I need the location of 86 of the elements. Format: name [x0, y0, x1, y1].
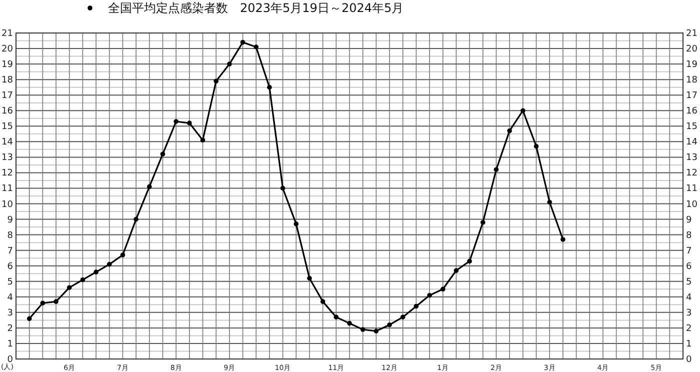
- point: [374, 328, 379, 334]
- point: [494, 167, 499, 172]
- y2-tick-label: 13: [686, 153, 698, 164]
- y-tick-label: 10: [2, 200, 14, 210]
- point: [254, 44, 259, 50]
- y-tick-label: 12: [2, 168, 13, 179]
- point: [334, 314, 339, 320]
- y-tick-label: 18: [2, 76, 14, 86]
- y2-tick-label: 18: [686, 76, 698, 86]
- y2-tick-label: 21: [686, 29, 698, 39]
- point: [120, 252, 126, 258]
- point: [267, 84, 272, 90]
- y-tick-label: 9: [7, 215, 14, 226]
- point: [520, 108, 526, 114]
- y2-tick-label: 17: [686, 91, 698, 102]
- point: [26, 316, 32, 322]
- point: [414, 304, 419, 309]
- y-tick-label: 20: [2, 44, 14, 55]
- y2-tick-label: 15: [686, 122, 698, 132]
- y2-tick-label: 12: [686, 168, 698, 179]
- point: [454, 268, 459, 273]
- point: [80, 277, 86, 282]
- point: [106, 262, 112, 267]
- point: [440, 286, 446, 292]
- point: [400, 314, 406, 320]
- point: [94, 270, 98, 274]
- point: [40, 300, 46, 306]
- y-tick-label: 2: [7, 324, 13, 334]
- point: [54, 299, 58, 304]
- point: [360, 327, 366, 332]
- y2-tick-label: 0: [686, 355, 692, 365]
- point: [240, 40, 246, 45]
- y-tick-label: 21: [2, 29, 13, 39]
- y2-tick-label: 20: [686, 44, 698, 55]
- y2-tick-label: 2: [686, 324, 692, 334]
- y-tick-label: 8: [7, 230, 14, 241]
- y-tick-label: 5: [7, 277, 13, 288]
- y2-tick-label: 10: [686, 200, 698, 210]
- point: [227, 62, 232, 66]
- point: [320, 299, 326, 304]
- point: [66, 285, 72, 290]
- point: [307, 276, 312, 281]
- point: [507, 128, 512, 134]
- point: [387, 322, 392, 328]
- legend: 全国平均定点感染者数 2023年5月19日～2024年5月: [88, 1, 404, 15]
- point: [174, 119, 178, 124]
- point: [347, 320, 352, 326]
- y-tick-label: 7: [7, 246, 13, 256]
- y-tick-label: 0: [7, 355, 14, 365]
- point: [214, 78, 218, 84]
- point: [560, 237, 566, 242]
- y2-tick-label: 14: [686, 138, 698, 148]
- y2-tick-label: 4: [686, 292, 692, 303]
- point: [280, 186, 286, 191]
- point: [294, 222, 299, 226]
- y-tick-label: 3: [7, 308, 13, 318]
- point: [467, 258, 472, 264]
- y2-tick-label: 11: [686, 184, 698, 194]
- y-tick-label: 13: [2, 153, 13, 164]
- point: [427, 292, 432, 298]
- y-tick-label: 4: [7, 292, 14, 303]
- point: [480, 220, 486, 225]
- y2-tick-label: 6: [686, 262, 692, 272]
- point: [187, 120, 192, 126]
- point: [160, 152, 166, 156]
- y-tick-label: 14: [2, 138, 14, 148]
- y-tick-label: 17: [2, 91, 13, 102]
- y-tick-label: 1: [7, 339, 13, 350]
- y-tick-label: 19: [2, 60, 14, 70]
- y-tick-label: 16: [2, 106, 14, 117]
- y-tick-label: 15: [2, 122, 13, 132]
- y2-tick-label: 16: [686, 106, 698, 117]
- point: [200, 138, 206, 143]
- y2-tick-label: 1: [686, 339, 692, 350]
- point: [547, 200, 552, 205]
- y-tick-label: 6: [7, 262, 14, 272]
- point: [147, 184, 152, 190]
- y-tick-label: 11: [2, 184, 13, 194]
- y2-tick-label: 9: [686, 215, 692, 226]
- y2-tick-label: 19: [686, 60, 698, 70]
- y2-tick-label: 7: [686, 246, 692, 256]
- y2-tick-label: 3: [686, 308, 692, 318]
- point: [134, 216, 138, 222]
- y2-tick-label: 5: [686, 277, 692, 288]
- y2-tick-label: 8: [686, 230, 692, 241]
- point: [534, 144, 539, 149]
